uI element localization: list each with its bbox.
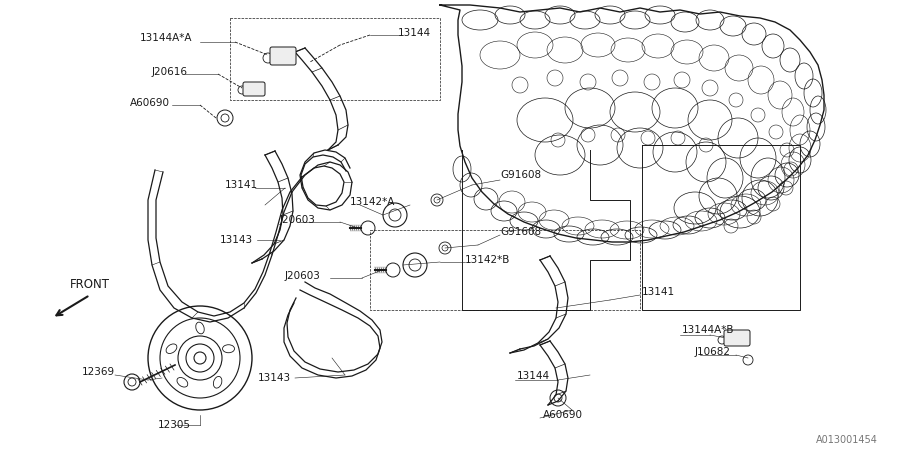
Text: J20616: J20616 — [152, 67, 188, 77]
Text: 12369: 12369 — [82, 367, 115, 377]
Text: A013001454: A013001454 — [816, 435, 878, 445]
Text: 13144: 13144 — [517, 371, 550, 381]
Text: J20603: J20603 — [280, 215, 316, 225]
Text: A60690: A60690 — [543, 410, 583, 420]
Text: 13143: 13143 — [258, 373, 291, 383]
Text: 13142*B: 13142*B — [465, 255, 510, 265]
Text: 13142*A: 13142*A — [350, 197, 395, 207]
FancyBboxPatch shape — [270, 47, 296, 65]
FancyBboxPatch shape — [724, 330, 750, 346]
Text: 13144A*B: 13144A*B — [682, 325, 734, 335]
Text: A60690: A60690 — [130, 98, 170, 108]
Text: J20603: J20603 — [285, 271, 321, 281]
Text: FRONT: FRONT — [70, 279, 110, 292]
FancyBboxPatch shape — [243, 82, 265, 96]
Text: G91608: G91608 — [500, 170, 541, 180]
Text: G91608: G91608 — [500, 227, 541, 237]
Text: J10682: J10682 — [695, 347, 731, 357]
Text: 13141: 13141 — [225, 180, 258, 190]
Text: 13144: 13144 — [398, 28, 431, 38]
Text: 12305: 12305 — [158, 420, 191, 430]
Text: 13144A*A: 13144A*A — [140, 33, 193, 43]
Text: 13141: 13141 — [642, 287, 675, 297]
Text: 13143: 13143 — [220, 235, 253, 245]
